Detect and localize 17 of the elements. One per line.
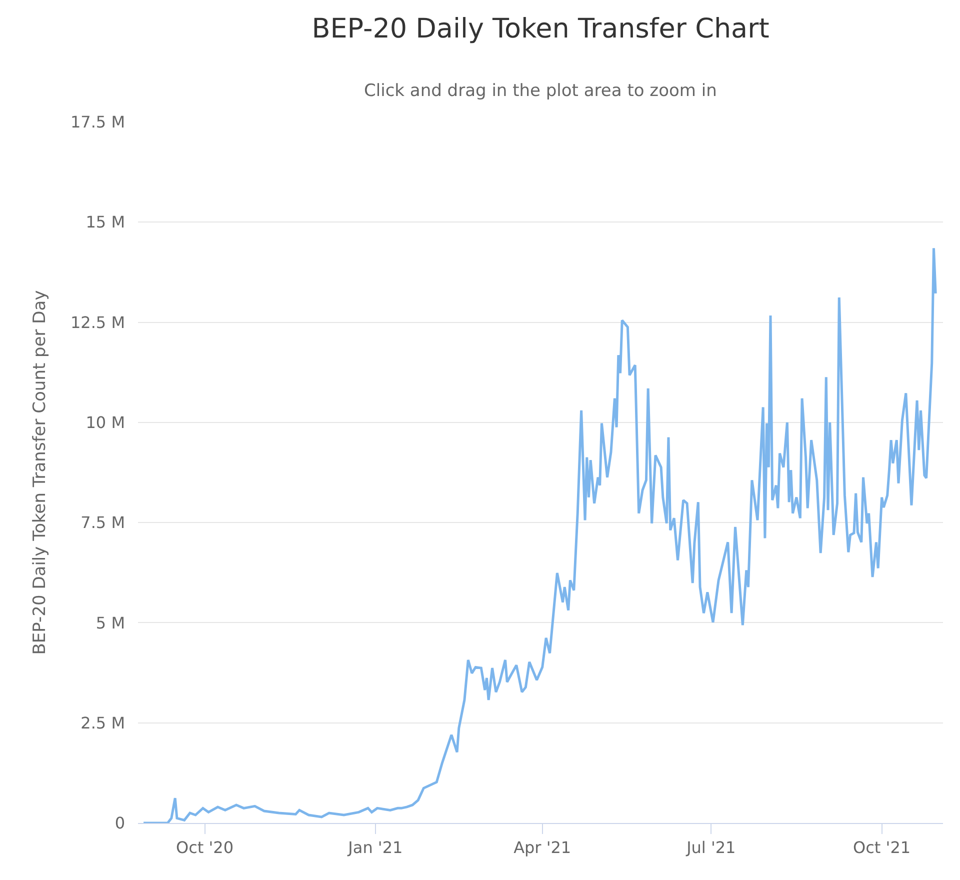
x-tick-label: Jul '21 bbox=[686, 838, 736, 858]
y-tick-label: 10 M bbox=[86, 413, 125, 432]
y-tick-label: 2.5 M bbox=[80, 713, 125, 732]
y-tick-label: 17.5 M bbox=[70, 112, 125, 132]
x-tick-label: Apr '21 bbox=[514, 838, 572, 858]
chart-subtitle: Click and drag in the plot area to zoom in bbox=[364, 81, 717, 101]
y-axis-title: BEP-20 Daily Token Transfer Count per Day bbox=[30, 290, 50, 655]
y-tick-label: 15 M bbox=[86, 212, 125, 232]
y-tick-label: 12.5 M bbox=[70, 312, 125, 332]
y-tick-label: 0 bbox=[114, 814, 125, 833]
y-tick-label: 7.5 M bbox=[80, 513, 125, 532]
x-tick-label: Oct '20 bbox=[176, 838, 234, 858]
chart-title: BEP-20 Daily Token Transfer Chart bbox=[312, 13, 770, 44]
line-series bbox=[142, 246, 937, 823]
x-tick-label: Jan '21 bbox=[347, 838, 403, 858]
y-tick-label: 5 M bbox=[96, 613, 125, 632]
x-tick-label: Oct '21 bbox=[853, 838, 911, 858]
